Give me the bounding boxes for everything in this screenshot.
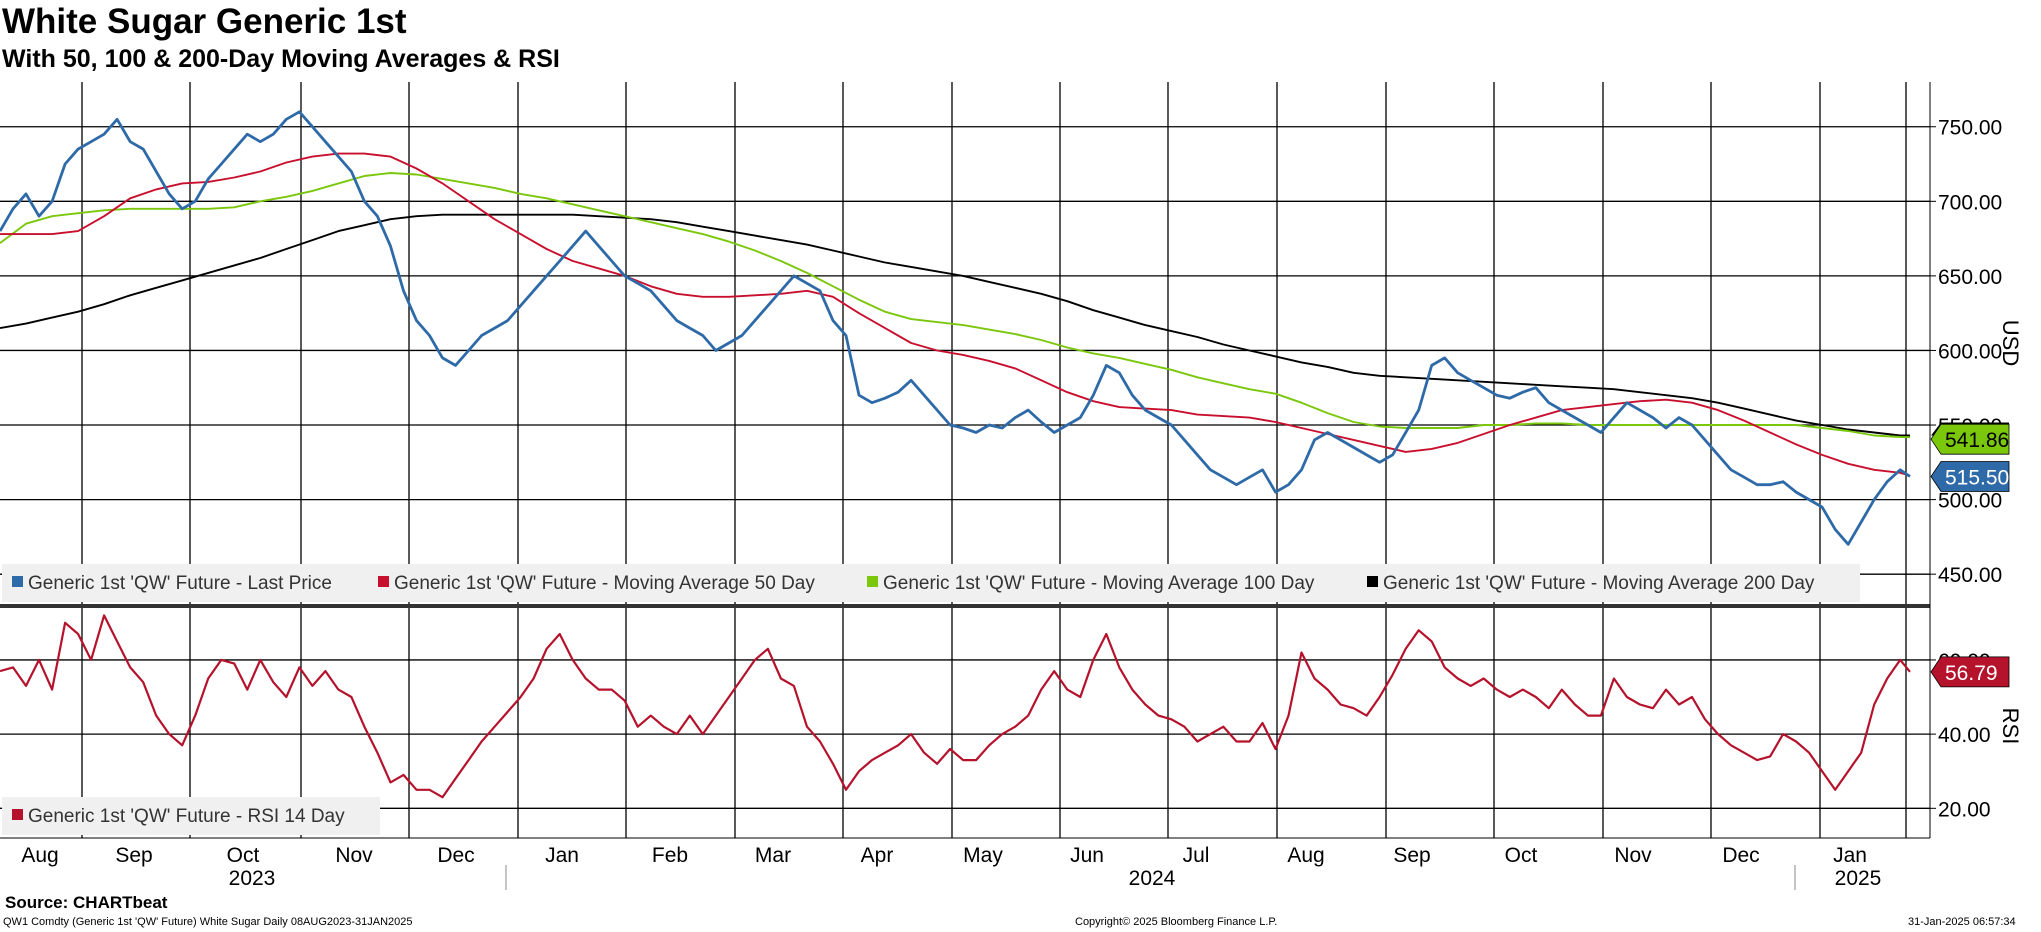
last-value-labels: 541.86 515.50 56.79 <box>1930 422 2010 688</box>
x-month-label: Dec <box>1722 844 1759 867</box>
legend-label-ma200[interactable]: Generic 1st 'QW' Future - Moving Average… <box>1383 573 1815 594</box>
price-axis-title: USD <box>1998 320 2023 366</box>
ma100-last-value-text: 541.86 <box>1945 429 2009 452</box>
rsi-tick-label: 40.00 <box>1938 724 1991 747</box>
rsi-line[interactable] <box>0 614 1911 799</box>
legend-label-ma50[interactable]: Generic 1st 'QW' Future - Moving Average… <box>394 573 815 594</box>
rsi-tick-label: 20.00 <box>1938 798 1991 821</box>
panel-separator[interactable] <box>0 604 1930 608</box>
legend-label-price[interactable]: Generic 1st 'QW' Future - Last Price <box>28 573 332 594</box>
rsi-series-group <box>0 614 1911 799</box>
price-tick-label: 500.00 <box>1938 490 2002 513</box>
rsi-legend-background <box>2 797 380 835</box>
price-line[interactable] <box>0 110 1911 546</box>
x-year-label: 2025 <box>1835 867 1882 890</box>
ma100-last-value-box <box>1930 423 2010 455</box>
x-month-label: Jan <box>545 844 579 867</box>
x-month-label: Aug <box>1287 844 1324 867</box>
x-month-label: Nov <box>335 844 373 867</box>
x-month-label: Dec <box>437 844 474 867</box>
legend-swatch-ma200 <box>1367 576 1378 587</box>
chart-title: White Sugar Generic 1st <box>2 2 407 41</box>
price-tick-label: 450.00 <box>1938 564 2002 587</box>
legend-swatch-rsi <box>12 809 23 820</box>
legend-swatch-ma100 <box>867 576 878 587</box>
price-tick-label: 750.00 <box>1938 117 2002 140</box>
ma50-line[interactable] <box>0 152 1911 477</box>
rsi-axis-title: RSI <box>1998 708 2023 745</box>
legend-label-rsi[interactable]: Generic 1st 'QW' Future - RSI 14 Day <box>28 806 345 827</box>
x-month-label: Sep <box>115 844 152 867</box>
price-tick-label: 700.00 <box>1938 191 2002 214</box>
x-year-label: 2024 <box>1129 867 1176 890</box>
rsi-legend: Generic 1st 'QW' Future - RSI 14 Day <box>2 797 380 835</box>
price-series-group <box>0 110 1911 546</box>
legend-swatch-price <box>12 576 23 587</box>
x-month-label: Feb <box>652 844 688 867</box>
chart-subtitle: With 50, 100 & 200-Day Moving Averages &… <box>2 45 560 73</box>
x-month-label: Oct <box>227 844 260 867</box>
x-year-label: 2023 <box>229 867 276 890</box>
legend-label-ma100[interactable]: Generic 1st 'QW' Future - Moving Average… <box>883 573 1315 594</box>
price-legend: Generic 1st 'QW' Future - Last Price Gene… <box>2 564 1860 602</box>
legend-background <box>2 564 1860 602</box>
rsi-last-value-box <box>1930 656 2010 688</box>
ma100-line[interactable] <box>0 172 1911 439</box>
x-month-label: Oct <box>1505 844 1538 867</box>
x-month-label: May <box>963 844 1003 867</box>
x-month-label: Sep <box>1393 844 1430 867</box>
price-y-axis: 750.00700.00650.00600.00550.00500.00450.… <box>1930 117 2002 587</box>
x-month-label: Apr <box>861 844 894 867</box>
x-month-label: Mar <box>755 844 791 867</box>
x-month-label: Jun <box>1070 844 1104 867</box>
legend-swatch-ma50 <box>378 576 389 587</box>
ticker-info: QW1 Comdty (Generic 1st 'QW' Future) Whi… <box>3 916 413 928</box>
price-tick-label: 600.00 <box>1938 340 2002 363</box>
timestamp: 31-Jan-2025 06:57:34 <box>1908 916 2016 928</box>
rsi-last-value-text: 56.79 <box>1945 662 1998 685</box>
price-last-value-box <box>1930 461 2010 492</box>
x-month-label: Nov <box>1614 844 1652 867</box>
x-month-label: Jan <box>1833 844 1867 867</box>
source-note: Source: CHARTbeat <box>5 893 168 912</box>
x-month-label: Aug <box>21 844 58 867</box>
copyright-note: Copyright© 2025 Bloomberg Finance L.P. <box>1075 916 1278 928</box>
price-tick-label: 650.00 <box>1938 266 2002 289</box>
ma200-line[interactable] <box>0 213 1910 437</box>
price-last-value-text: 515.50 <box>1945 466 2009 489</box>
x-axis: Aug Sep Oct Nov Dec Jan Feb Mar Apr May Jun Jul Aug S… <box>21 844 1881 890</box>
rsi-gridlines <box>0 659 1930 809</box>
x-month-label: Jul <box>1183 844 1210 867</box>
